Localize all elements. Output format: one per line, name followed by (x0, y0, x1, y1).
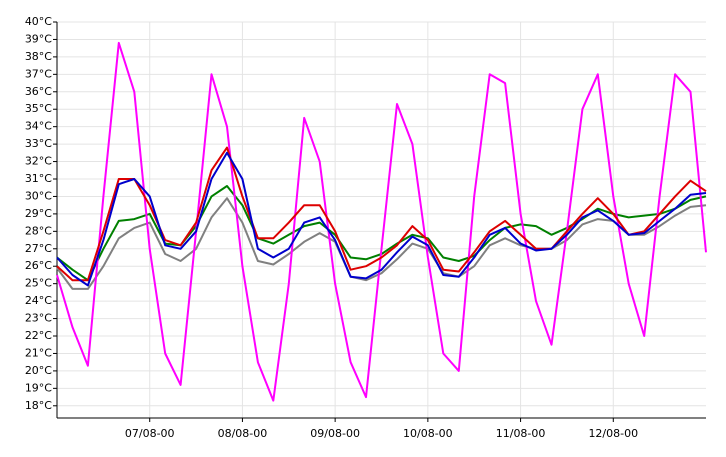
series-line (56, 151, 707, 287)
y-tick-label: 40°C (25, 15, 52, 28)
x-tick-label: 12/08-00 (588, 427, 638, 440)
series-line (56, 146, 707, 282)
y-tick-label: 33°C (25, 137, 52, 150)
x-tick-label: 11/08-00 (496, 427, 546, 440)
y-tick-label: 37°C (25, 67, 52, 80)
x-tick-label: 08/08-00 (218, 427, 268, 440)
x-tick-label: 10/08-00 (403, 427, 453, 440)
x-tick-label: 07/08-00 (125, 427, 175, 440)
y-tick-label: 21°C (25, 346, 52, 359)
y-tick-label: 26°C (25, 259, 52, 272)
y-tick-label: 35°C (25, 102, 52, 115)
y-tick-label: 22°C (25, 329, 52, 342)
y-tick-label: 18°C (25, 399, 52, 412)
y-tick-label: 32°C (25, 155, 52, 168)
y-tick-label: 29°C (25, 207, 52, 220)
y-tick-label: 30°C (25, 189, 52, 202)
y-tick-label: 36°C (25, 85, 52, 98)
y-tick-label: 31°C (25, 172, 52, 185)
y-tick-label: 38°C (25, 50, 52, 63)
y-tick-label: 20°C (25, 364, 52, 377)
y-tick-label: 25°C (25, 277, 52, 290)
y-tick-label: 39°C (25, 32, 52, 45)
series-line (56, 41, 707, 402)
y-tick-label: 24°C (25, 294, 52, 307)
y-tick-label: 28°C (25, 224, 52, 237)
y-tick-label: 34°C (25, 120, 52, 133)
series-line (56, 197, 707, 290)
x-tick-label: 09/08-00 (310, 427, 360, 440)
y-tick-label: 19°C (25, 381, 52, 394)
y-tick-label: 23°C (25, 312, 52, 325)
y-tick-label: 27°C (25, 242, 52, 255)
